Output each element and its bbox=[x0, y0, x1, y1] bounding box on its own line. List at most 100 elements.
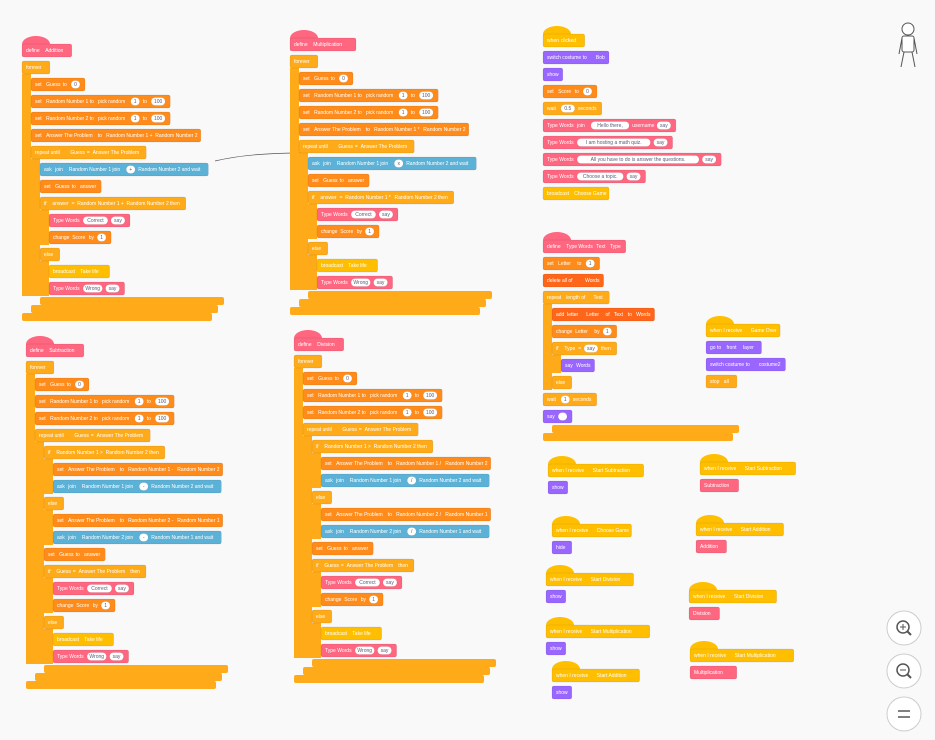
c-arm bbox=[299, 170, 308, 188]
c-arm bbox=[294, 385, 303, 403]
block-label: Letter bbox=[575, 329, 588, 335]
block bbox=[52, 632, 114, 647]
input bbox=[354, 646, 375, 655]
block bbox=[311, 490, 333, 505]
c-arm bbox=[22, 159, 31, 177]
input-text: 0 bbox=[342, 76, 345, 82]
input-text: 1 bbox=[104, 603, 107, 609]
input bbox=[134, 397, 144, 406]
c-arm bbox=[26, 527, 35, 545]
block-label: Answer The Problem bbox=[68, 467, 115, 473]
block-label: Random Number 2 bbox=[406, 161, 448, 167]
block-label: Random Number 1 bbox=[128, 467, 170, 473]
input bbox=[114, 584, 130, 593]
block-label: define bbox=[26, 48, 40, 54]
block-label: show bbox=[550, 594, 562, 600]
block bbox=[21, 60, 51, 75]
block-label: to bbox=[575, 89, 579, 95]
block bbox=[52, 530, 222, 545]
block bbox=[689, 648, 795, 663]
block-label: change bbox=[325, 597, 342, 603]
c-end bbox=[22, 313, 212, 321]
sprite-thumbnail bbox=[898, 22, 918, 68]
block-label: Random Number 2 bbox=[128, 518, 170, 524]
block-label: Addition bbox=[45, 48, 63, 54]
c-arm bbox=[22, 108, 31, 126]
block-label: set bbox=[325, 512, 332, 518]
block-label: set bbox=[307, 376, 314, 382]
block bbox=[52, 513, 224, 528]
c-arm bbox=[44, 646, 53, 664]
block-label: then bbox=[130, 569, 140, 575]
zoom-reset-button[interactable] bbox=[886, 696, 922, 732]
block-label: join bbox=[335, 478, 344, 484]
block-label: Text bbox=[596, 244, 606, 250]
input-text: 100 bbox=[422, 93, 431, 99]
c-arm bbox=[35, 561, 44, 579]
block-label: to bbox=[388, 461, 392, 467]
block bbox=[307, 173, 370, 188]
block-label: add bbox=[556, 312, 565, 318]
c-arm bbox=[44, 527, 53, 545]
input-text: 1 bbox=[134, 116, 137, 122]
block-label: Addition bbox=[700, 544, 718, 550]
c-arm bbox=[543, 372, 552, 390]
c-arm bbox=[308, 272, 317, 290]
input-text: 1 bbox=[138, 399, 141, 405]
block-label: to bbox=[331, 76, 335, 82]
block bbox=[43, 496, 65, 511]
block bbox=[551, 540, 573, 555]
c-arm bbox=[26, 476, 35, 494]
input bbox=[560, 395, 570, 404]
block-label: repeat until bbox=[303, 144, 328, 150]
zoom-out-button[interactable] bbox=[886, 653, 922, 689]
block-label: answer bbox=[348, 178, 364, 184]
block-label: Random Number 1 bbox=[350, 478, 392, 484]
c-arm bbox=[312, 572, 321, 590]
block-label: Answer The Problem bbox=[93, 150, 140, 156]
c-arm bbox=[22, 227, 31, 245]
zoom-in-button[interactable] bbox=[886, 610, 922, 646]
block-label: and wait bbox=[450, 161, 469, 167]
block-label: to bbox=[147, 399, 151, 405]
block-label: Random Number 1 bbox=[56, 450, 98, 456]
input bbox=[576, 138, 651, 147]
block bbox=[551, 523, 632, 538]
c-end bbox=[31, 305, 218, 313]
block-label: Answer The Problem bbox=[336, 461, 383, 467]
block-label: set bbox=[303, 127, 310, 133]
c-arm bbox=[35, 476, 44, 494]
block-label: repeat bbox=[547, 295, 562, 301]
c-arm bbox=[22, 74, 31, 92]
block-label: set bbox=[35, 99, 42, 105]
block-label: Start Multiplication bbox=[591, 629, 632, 635]
c-arm bbox=[26, 459, 35, 477]
c-arm bbox=[299, 272, 308, 290]
block-label: Guess bbox=[74, 433, 89, 439]
block-label: show bbox=[552, 485, 564, 491]
c-arm bbox=[26, 374, 35, 392]
input-text: / bbox=[411, 478, 413, 484]
block-label: when bbox=[547, 38, 559, 44]
block bbox=[25, 360, 55, 375]
block-label: Random Number 2 bbox=[318, 410, 360, 416]
input-text: 0 bbox=[586, 89, 589, 95]
c-arm bbox=[303, 453, 312, 471]
block-label: Score bbox=[344, 597, 357, 603]
input-text: say bbox=[109, 286, 117, 292]
block-label: Random Number 1 bbox=[396, 461, 438, 467]
c-arm bbox=[40, 261, 49, 279]
block-label: pick random bbox=[102, 399, 129, 405]
block-label: if bbox=[316, 444, 319, 450]
block-label: Type Words bbox=[325, 648, 352, 654]
block bbox=[688, 589, 777, 604]
block-label: answer bbox=[84, 552, 100, 558]
input bbox=[378, 210, 394, 219]
block-label: answer bbox=[320, 195, 336, 201]
input-text: 100 bbox=[426, 393, 435, 399]
block-label: Type Words bbox=[57, 654, 84, 660]
c-arm bbox=[22, 278, 31, 296]
block bbox=[52, 462, 224, 477]
block bbox=[551, 685, 573, 700]
block bbox=[695, 539, 727, 554]
